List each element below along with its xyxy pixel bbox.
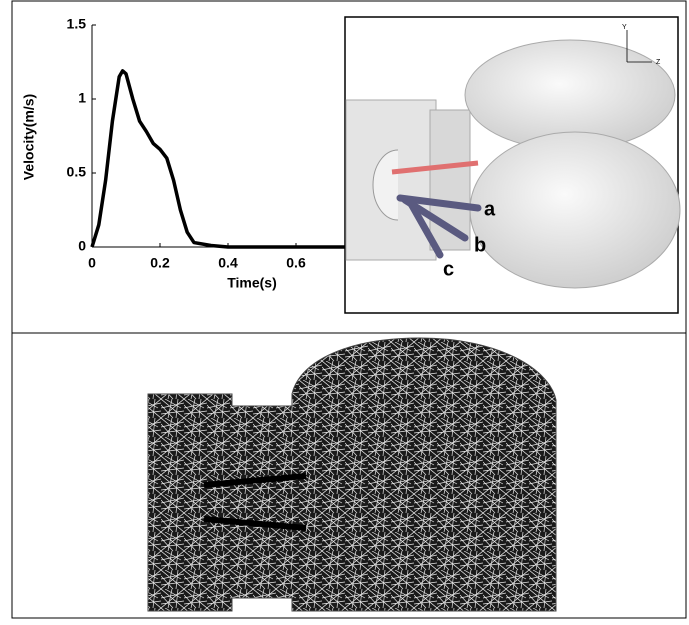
- label-c: c: [443, 258, 454, 280]
- y-tick-label: 1.5: [67, 16, 87, 32]
- y-axis-label: Velocity(m/s): [21, 94, 37, 180]
- chart: Velocity(m/s) Time(s) 0 0.5 1 1.5 0 0.2 0.4 0.6: [21, 16, 364, 291]
- y-tick-label: 1: [78, 90, 86, 106]
- mesh-leaflet-lower: [203, 516, 307, 531]
- x-tick-label: 0: [88, 255, 96, 271]
- mesh-leaflet-upper: [203, 473, 307, 488]
- velocity-line: [90, 69, 364, 249]
- valve-ring: [372, 149, 399, 221]
- leaflet-c: [406, 198, 444, 259]
- leaflet-a: [396, 194, 482, 212]
- x-axis-label: Time(s): [227, 275, 277, 291]
- axis-z-label: Z: [656, 59, 661, 66]
- x-tick-label: 0.6: [286, 255, 306, 271]
- leaflet-open: [391, 160, 479, 175]
- sinus-bottom: [469, 131, 681, 289]
- label-a: a: [484, 198, 496, 220]
- y-tick-label: 0: [78, 238, 86, 254]
- mesh: [147, 337, 557, 612]
- label-b: b: [474, 234, 486, 256]
- y-tick-label: 0.5: [67, 164, 87, 180]
- mesh-domain: [147, 337, 557, 612]
- axis-y-label: Y: [622, 24, 627, 31]
- x-tick-label: 0.2: [150, 255, 170, 271]
- x-tick-label: 0.4: [218, 255, 238, 271]
- inset: a b c Y Z: [344, 16, 681, 314]
- frame: [11, 0, 687, 619]
